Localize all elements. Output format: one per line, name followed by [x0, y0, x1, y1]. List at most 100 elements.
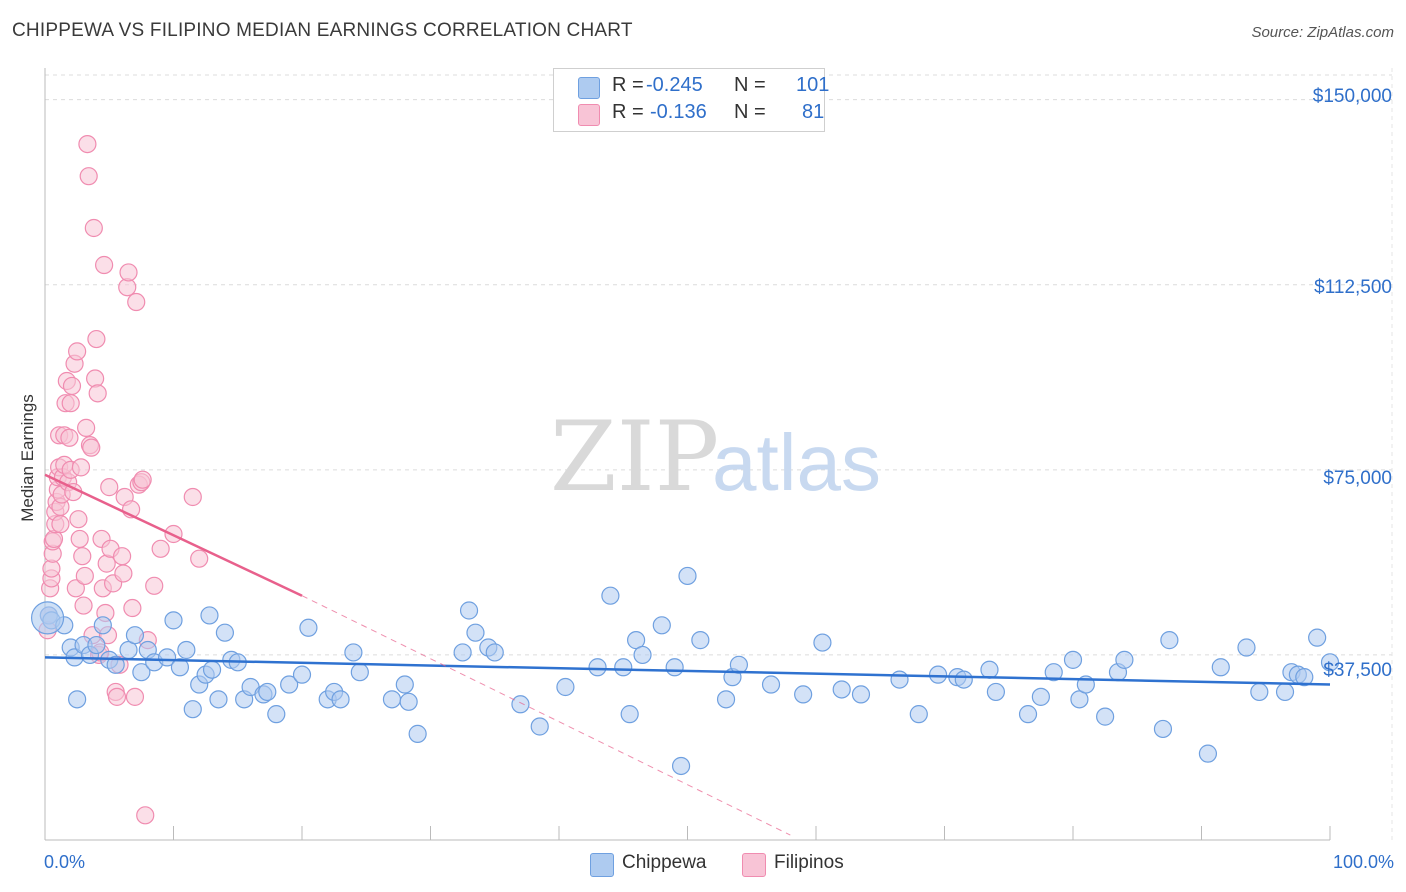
filipinos-point: [84, 218, 103, 238]
filipinos-point: [69, 510, 88, 529]
chart-title: CHIPPEWA VS FILIPINO MEDIAN EARNINGS COR…: [12, 20, 633, 41]
filipinos-swatch: [578, 104, 600, 126]
chippewa-trend-line: [44, 656, 1331, 686]
chippewa-point: [614, 658, 633, 677]
filipinos-trend-extension: [301, 595, 791, 836]
chippewa-point: [1250, 682, 1269, 702]
chippewa-point: [68, 690, 87, 709]
chippewa-point: [485, 643, 504, 662]
chippewa-point: [678, 566, 697, 586]
chippewa-point: [1063, 650, 1083, 669]
watermark-atlas: atlas: [712, 418, 881, 507]
correlation-legend: R = -0.245 N = 101 R = -0.136 N = 81: [553, 68, 829, 132]
x-tick-label-max: 100.0%: [1332, 852, 1394, 872]
filipinos-point: [87, 329, 106, 349]
legend-label: Filipinos: [774, 852, 844, 873]
filipinos-point: [61, 394, 80, 413]
chippewa-point: [928, 665, 948, 684]
filipinos-point: [71, 458, 91, 477]
legend-label: Chippewa: [622, 852, 707, 873]
chippewa-point: [1018, 705, 1038, 724]
filipinos-point: [133, 470, 152, 489]
filipinos-point: [86, 369, 105, 388]
trend-lines: [44, 473, 1331, 836]
chippewa-point: [106, 655, 125, 674]
chippewa-point: [350, 663, 369, 682]
n-label: N =: [734, 74, 766, 96]
watermark-zip: ZIP: [550, 401, 719, 513]
chippewa-point: [813, 633, 832, 652]
filipinos-point: [79, 167, 98, 186]
x-tick-label-min: 0.0%: [44, 852, 86, 872]
filipinos-point: [114, 564, 133, 583]
chippewa-point: [1198, 744, 1218, 763]
chippewa-point: [1295, 668, 1314, 687]
chippewa-point: [1044, 663, 1063, 682]
chippewa-point: [1115, 650, 1134, 669]
chippewa-point: [157, 648, 177, 667]
filipinos-point: [112, 547, 132, 566]
chippewa-point: [761, 675, 781, 694]
chippewa-point: [215, 623, 234, 642]
chippewa-point: [382, 690, 402, 709]
filipinos-point: [73, 547, 92, 566]
filipinos-point: [51, 515, 70, 534]
filipinos-point: [183, 487, 202, 507]
chippewa-point: [399, 692, 418, 711]
chippewa-point: [851, 685, 871, 704]
filipinos-point: [70, 529, 89, 549]
chippewa-point: [125, 626, 145, 645]
filipinos-point: [66, 579, 85, 598]
filipinos-point: [82, 438, 101, 457]
chippewa-point: [633, 645, 652, 665]
chippewa-point: [1237, 638, 1256, 657]
filipinos-point: [88, 384, 107, 403]
chippewa-point: [665, 658, 684, 677]
chippewa-point: [954, 670, 973, 689]
chippewa-point: [459, 601, 479, 620]
chippewa-point: [292, 665, 312, 684]
axes: [44, 68, 1331, 841]
chippewa-point: [556, 677, 575, 697]
chippewa-point: [1160, 631, 1179, 650]
chippewa-point: [258, 682, 277, 702]
filipinos-point: [97, 554, 116, 573]
chippewa-point: [671, 756, 691, 776]
chippewa-point: [620, 705, 639, 724]
filipinos-point: [62, 376, 82, 396]
chippewa-point: [177, 640, 196, 660]
chippewa-point: [170, 658, 190, 677]
chippewa-point: [164, 611, 183, 630]
chippewa-point: [716, 690, 736, 709]
chippewa-swatch: [578, 77, 600, 99]
filipinos-point: [100, 478, 119, 497]
filipinos-point: [127, 292, 146, 312]
chippewa-point: [331, 690, 350, 709]
chippewa-point: [530, 717, 549, 736]
n-label: N =: [734, 101, 766, 123]
filipinos-point: [107, 687, 127, 706]
chippewa-point: [1308, 628, 1327, 647]
y-tick-label: $112,500: [1314, 277, 1392, 298]
y-tick-label: $150,000: [1312, 86, 1392, 107]
chippewa-point: [200, 606, 219, 625]
filipinos-point: [190, 549, 209, 568]
chippewa-point: [93, 616, 112, 635]
filipinos-point: [78, 134, 97, 154]
data-points: [30, 134, 1340, 825]
filipinos-point: [95, 255, 114, 275]
r-value: -0.136: [650, 101, 707, 123]
chippewa-point: [344, 643, 363, 662]
n-value: 81: [802, 101, 825, 123]
chippewa-point: [601, 586, 620, 605]
chippewa-point: [1153, 719, 1173, 739]
chippewa-point: [466, 623, 485, 642]
source-credit: Source: ZipAtlas.com: [1251, 24, 1394, 41]
filipinos-point: [77, 418, 96, 437]
chippewa-point: [511, 695, 530, 714]
chippewa-point: [87, 635, 106, 655]
filipinos-point: [145, 576, 164, 595]
chippewa-point: [588, 658, 607, 677]
chippewa-swatch: [590, 853, 614, 877]
